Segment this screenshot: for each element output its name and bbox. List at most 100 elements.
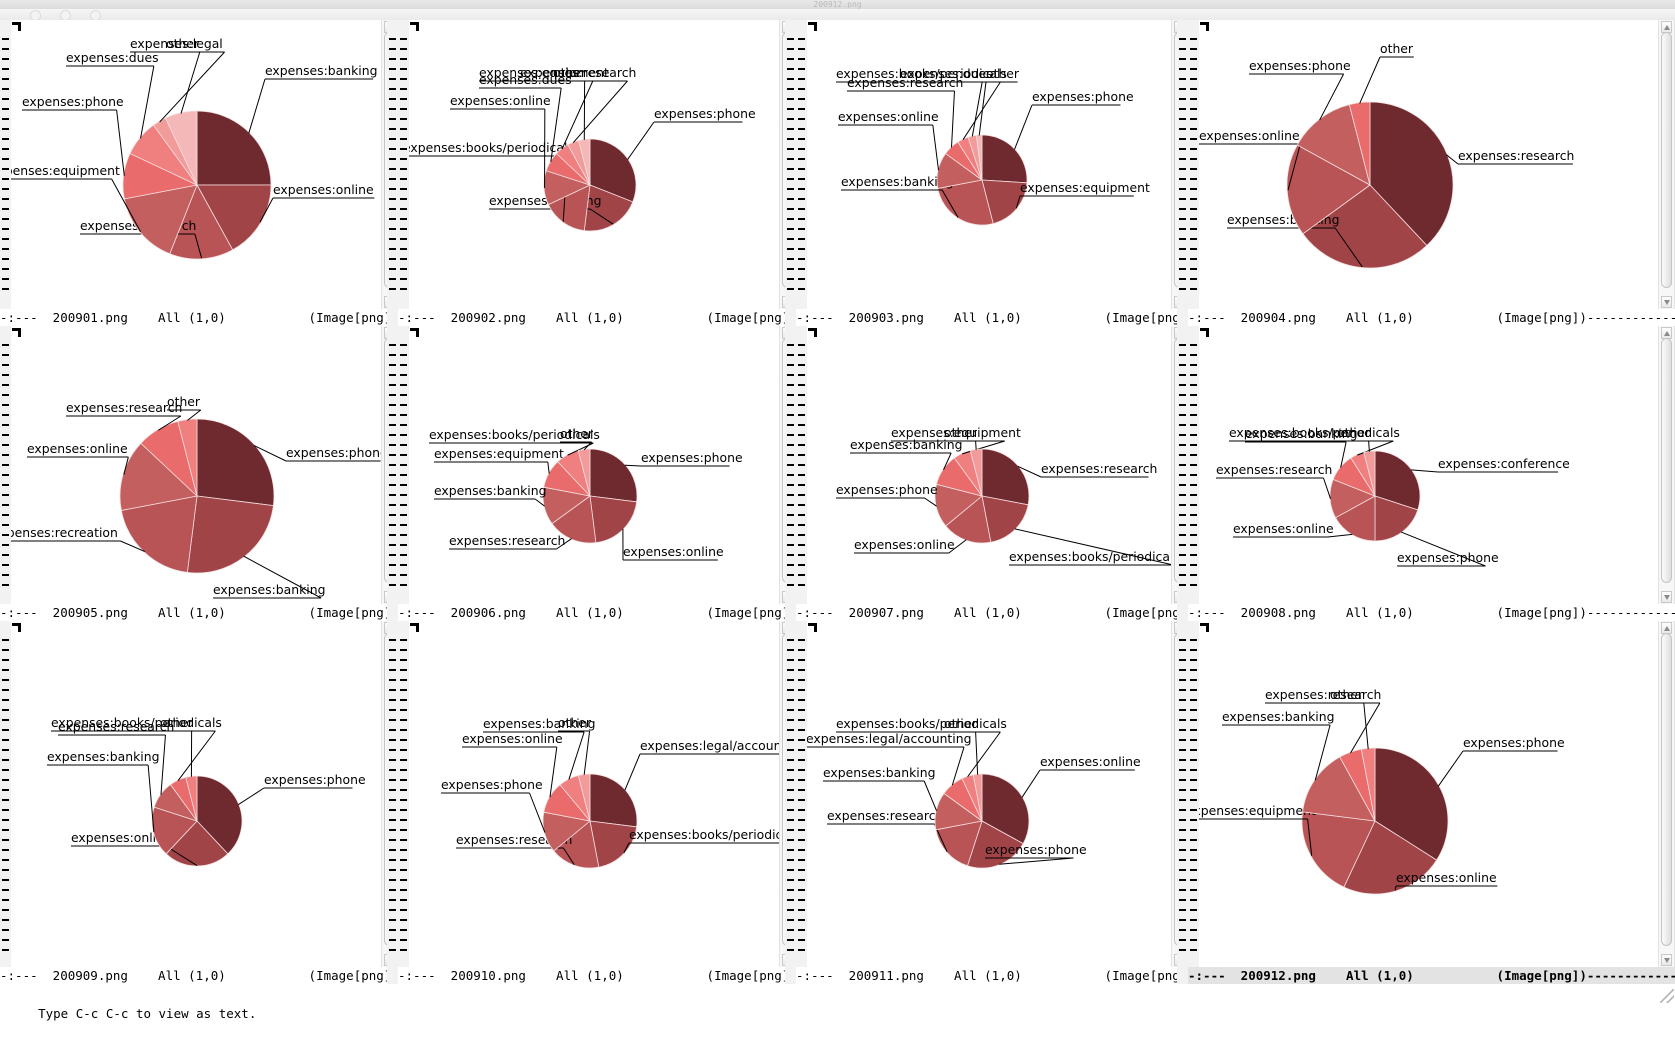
mode-line[interactable]: -:--- 200908.png All (1,0) (Image[png])-… — [1188, 604, 1675, 621]
chart-area: expenses:banking expenses:online expenses:… — [0, 20, 398, 309]
image-buffer[interactable]: expenses:legal/accounting expenses:books/… — [398, 621, 796, 967]
mode-line[interactable]: -:--- 200903.png All (1,0) (Image[png])-… — [796, 309, 1188, 326]
mode-line[interactable]: -:--- 200909.png All (1,0) (Image[png])-… — [0, 967, 398, 984]
label-leader-line — [1014, 104, 1121, 150]
vertical-scrollbar[interactable] — [1658, 20, 1675, 309]
scroll-down-arrow[interactable] — [1661, 591, 1672, 603]
vertical-scrollbar[interactable] — [1658, 326, 1675, 604]
window-row: expenses:phone expenses:online expenses:ba… — [0, 621, 1675, 984]
pie-slice-label: expenses:books/periodicals — [836, 716, 1007, 731]
image-buffer[interactable]: expenses:phone expenses:equipment expenses… — [796, 20, 1188, 309]
image-buffer[interactable]: expenses:phone expenses:online expenses:ba… — [0, 621, 398, 967]
image-buffer[interactable]: expenses:phone expenses:banking expenses:r… — [0, 326, 398, 604]
pie-slice — [937, 179, 994, 226]
pie-slice-label: other — [1330, 687, 1364, 702]
save-file-icon[interactable] — [60, 10, 71, 20]
label-leader-line — [1216, 477, 1332, 499]
mode-line[interactable]: -:--- 200910.png All (1,0) (Image[png])-… — [398, 967, 796, 984]
emacs-window-200905[interactable]: expenses:phone expenses:banking expenses:r… — [0, 326, 398, 621]
mode-line[interactable]: -:--- 200901.png All (1,0) (Image[png])-… — [0, 309, 398, 326]
pie-chart: expenses:phone expenses:online expenses:re… — [429, 426, 743, 561]
pie-slice-label: expenses:research — [1458, 148, 1574, 163]
label-leader-line — [841, 189, 959, 218]
image-buffer[interactable]: expenses:online expenses:phone expenses:re… — [796, 621, 1188, 967]
pie-slice — [196, 418, 275, 507]
window-divider[interactable] — [387, 20, 398, 326]
label-leader-line — [944, 440, 977, 450]
scrollbar-thumb[interactable] — [1661, 32, 1672, 288]
pie-slice-label: expenses:dues — [66, 50, 159, 65]
image-buffer[interactable]: expenses:phone expenses:banking expenses:b… — [398, 20, 796, 309]
window-divider[interactable] — [785, 326, 796, 621]
mode-line-buffer-name: -:--- 200907.png All (1,0) (Image[png])-… — [796, 605, 1188, 620]
pie-slice-label: expenses:banking — [265, 63, 377, 78]
emacs-window-200903[interactable]: expenses:phone expenses:equipment expenses… — [796, 20, 1188, 326]
open-file-icon[interactable] — [30, 10, 41, 20]
label-leader-line — [47, 764, 155, 833]
label-leader-line — [449, 538, 572, 550]
mode-line[interactable]: -:--- 200904.png All (1,0) (Image[png])-… — [1188, 309, 1675, 326]
pie-slice-label: expenses:research — [449, 533, 565, 548]
left-fringe — [0, 20, 11, 309]
pie-slice-label: other — [944, 716, 978, 731]
pie-slice-label: other — [1380, 41, 1414, 56]
label-leader-line — [823, 780, 938, 812]
pie-slice-label: expenses:phone — [1397, 550, 1499, 565]
label-leader-line — [167, 409, 202, 421]
chart-area: expenses:legal/accounting expenses:books/… — [398, 621, 796, 967]
image-buffer[interactable]: expenses:banking expenses:online expenses:… — [0, 20, 398, 309]
pie-slice-label: expenses:books/periodicals — [429, 427, 600, 442]
image-buffer[interactable]: expenses:phone expenses:online expenses:re… — [398, 326, 796, 604]
emacs-window-200904[interactable]: expenses:research expenses:banking expense… — [1188, 20, 1675, 326]
pie-slice — [123, 184, 198, 255]
scroll-down-arrow[interactable] — [1661, 954, 1672, 966]
scrollbar-thumb[interactable] — [1661, 633, 1672, 946]
emacs-window-200906[interactable]: expenses:phone expenses:online expenses:re… — [398, 326, 796, 621]
pie-slice-label: expenses:research — [1041, 461, 1157, 476]
undo-icon[interactable] — [90, 10, 101, 20]
resize-grip[interactable] — [1660, 989, 1674, 1003]
window-divider[interactable] — [1177, 621, 1188, 984]
window-divider[interactable] — [1177, 326, 1188, 621]
window-divider[interactable] — [1177, 20, 1188, 326]
image-buffer[interactable]: expenses:phone expenses:online expenses:eq… — [1188, 621, 1675, 967]
label-leader-line — [1359, 56, 1414, 104]
pie-slice — [1343, 820, 1438, 895]
emacs-window-200902[interactable]: expenses:phone expenses:banking expenses:b… — [398, 20, 796, 326]
window-divider[interactable] — [387, 326, 398, 621]
pie-chart: expenses:legal/accounting expenses:books/… — [441, 715, 796, 869]
label-leader-line — [248, 78, 374, 134]
mode-line[interactable]: -:--- 200905.png All (1,0) (Image[png])-… — [0, 604, 398, 621]
echo-area: Type C-c C-c to view as text. — [0, 984, 1675, 1021]
emacs-window-200901[interactable]: expenses:banking expenses:online expenses:… — [0, 20, 398, 326]
scrollbar-thumb[interactable] — [1661, 338, 1672, 583]
pie-slice-label: expenses:conference — [1438, 456, 1570, 471]
pie-slice-label: expenses:research — [456, 832, 572, 847]
image-buffer[interactable]: expenses:research expenses:books/periodic… — [796, 326, 1188, 604]
window-divider[interactable] — [387, 621, 398, 984]
mode-line[interactable]: -:--- 200907.png All (1,0) (Image[png])-… — [796, 604, 1188, 621]
mode-line[interactable]: -:--- 200902.png All (1,0) (Image[png])-… — [398, 309, 796, 326]
image-buffer[interactable]: expenses:research expenses:banking expense… — [1188, 20, 1675, 309]
image-buffer[interactable]: expenses:conference expenses:phone expense… — [1188, 326, 1675, 604]
emacs-window-200909[interactable]: expenses:phone expenses:online expenses:ba… — [0, 621, 398, 984]
emacs-window-200907[interactable]: expenses:research expenses:books/periodic… — [796, 326, 1188, 621]
label-leader-line — [827, 823, 948, 852]
label-leader-line — [850, 452, 952, 471]
emacs-window-200911[interactable]: expenses:online expenses:phone expenses:re… — [796, 621, 1188, 984]
pie-slice-label: expenses:phone — [641, 450, 743, 465]
window-divider[interactable] — [785, 621, 796, 984]
window-divider[interactable] — [785, 20, 796, 326]
scroll-down-arrow[interactable] — [1661, 296, 1672, 308]
pie-chart: expenses:researchexpenses:bankingexpense… — [1199, 41, 1574, 269]
emacs-window-200908[interactable]: expenses:conference expenses:phone expense… — [1188, 326, 1675, 621]
vertical-scrollbar[interactable] — [1658, 621, 1675, 967]
mode-line[interactable]: -:--- 200906.png All (1,0) (Image[png])-… — [398, 604, 796, 621]
label-leader-line — [1330, 702, 1369, 750]
mode-line[interactable]: -:--- 200912.png All (1,0) (Image[png])-… — [1188, 967, 1675, 984]
emacs-window-200910[interactable]: expenses:legal/accounting expenses:books/… — [398, 621, 796, 984]
chart-area: expenses:research expenses:books/periodic… — [796, 326, 1188, 604]
emacs-window-200912[interactable]: expenses:phone expenses:online expenses:eq… — [1188, 621, 1675, 984]
mode-line[interactable]: -:--- 200911.png All (1,0) (Image[png])-… — [796, 967, 1188, 984]
pie-chart: expenses:phone expenses:online expenses:eq… — [1188, 687, 1565, 895]
